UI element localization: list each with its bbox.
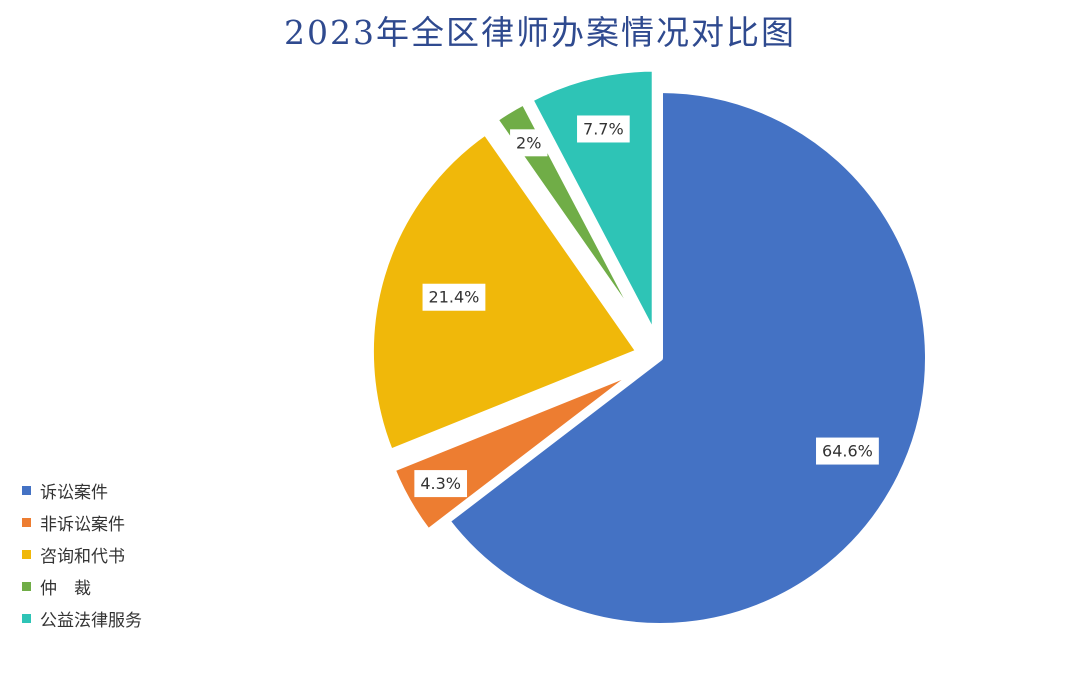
legend-item-2[interactable]: 非诉讼案件 <box>22 506 142 538</box>
legend-label: 诉讼案件 <box>40 482 108 503</box>
legend-swatch <box>22 549 31 559</box>
legend-item-3[interactable]: 咨询和代书 <box>22 538 142 570</box>
legend-swatch <box>22 581 31 591</box>
legend-label: 仲 裁 <box>40 578 91 599</box>
svg-text:21.4%: 21.4% <box>429 288 480 307</box>
slice-3[interactable] <box>367 128 642 455</box>
svg-text:2%: 2% <box>516 133 541 152</box>
data-label-3: 21.4% <box>422 283 486 311</box>
pie-slices <box>367 65 931 629</box>
legend-swatch <box>22 613 31 623</box>
slice-4[interactable] <box>492 98 652 343</box>
legend-item-4[interactable]: 仲 裁 <box>22 570 142 602</box>
legend-label: 公益法律服务 <box>40 610 142 631</box>
legend-swatch <box>22 517 31 527</box>
legend: 诉讼案件非诉讼案件咨询和代书仲 裁公益法律服务 <box>22 474 142 634</box>
legend-swatch <box>22 485 31 495</box>
data-label-5: 7.7% <box>577 115 630 143</box>
legend-item-1[interactable]: 诉讼案件 <box>22 474 142 506</box>
svg-text:7.7%: 7.7% <box>583 119 624 138</box>
data-labels: 64.6% 4.3% 21.4% 2% 7.7% <box>414 115 879 498</box>
data-label-2: 4.3% <box>414 470 468 498</box>
slice-1[interactable] <box>444 87 931 629</box>
legend-label: 咨询和代书 <box>40 546 125 567</box>
data-label-1: 64.6% <box>816 437 879 465</box>
svg-text:64.6%: 64.6% <box>822 442 873 461</box>
data-label-4: 2% <box>510 129 548 157</box>
legend-label: 非诉讼案件 <box>40 514 125 535</box>
legend-item-5[interactable]: 公益法律服务 <box>22 602 142 634</box>
chart-title: 2023年全区律师办案情况对比图 <box>284 13 796 52</box>
svg-text:4.3%: 4.3% <box>420 474 461 493</box>
